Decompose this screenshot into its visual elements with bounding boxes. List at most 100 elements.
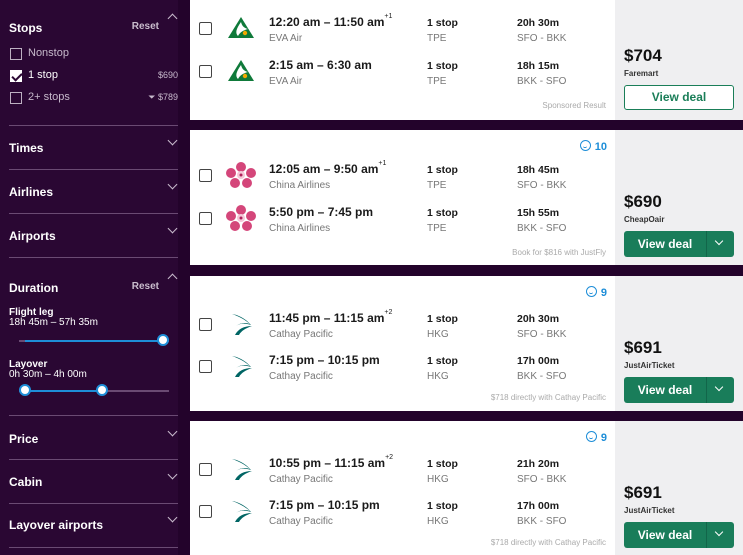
stops-option-1-stop[interactable]: 1 stop $690 (9, 69, 178, 86)
flight-leg-slider[interactable] (19, 334, 169, 348)
result-card[interactable]: 9 11:45 pm – 11:15 am+2 Cathay Pacific 1… (190, 276, 743, 411)
stops-option-nonstop[interactable]: Nonstop (9, 47, 178, 64)
leg-select-checkbox[interactable] (199, 65, 212, 78)
chevron-down-icon[interactable] (167, 512, 178, 523)
price: $704 (624, 46, 662, 65)
view-deal-label[interactable]: View deal (637, 237, 693, 251)
result-card[interactable]: 12:20 am – 11:50 am+1 EVA Air 1 stop TPE… (190, 0, 743, 120)
view-deal-button[interactable]: View deal (624, 85, 734, 110)
chevron-down-icon[interactable] (714, 236, 724, 246)
leg-times: 2:15 am – 6:30 am (269, 58, 372, 72)
leg-select-checkbox[interactable] (199, 360, 212, 373)
stops-count: 1 stop (427, 164, 458, 176)
price: $691 (624, 338, 662, 357)
cathay-pacific-logo-icon (232, 314, 252, 335)
stops-option-2-plus[interactable]: 2+ stops ⏷ $789 (9, 91, 178, 108)
chevron-down-icon[interactable] (714, 382, 724, 392)
leg-select-checkbox[interactable] (199, 169, 212, 182)
leg-select-checkbox[interactable] (199, 505, 212, 518)
alternate-price-note[interactable]: $718 directly with Cathay Pacific (490, 538, 606, 547)
cabin-filter[interactable]: Cabin (9, 460, 178, 504)
nonstop-checkbox[interactable] (10, 48, 22, 60)
booking-provider: CheapOair (624, 215, 665, 224)
price-panel: $691 JustAirTicket View deal (615, 276, 743, 411)
flight-leg-outbound[interactable]: 12:05 am – 9:50 am+1 China Airlines 1 st… (190, 160, 615, 200)
leg-select-checkbox[interactable] (199, 212, 212, 225)
airlines-title[interactable]: Airlines (9, 185, 54, 199)
view-deal-button[interactable]: View deal (624, 231, 734, 257)
chevron-down-icon[interactable] (167, 426, 178, 437)
stops-count: 1 stop (427, 60, 458, 72)
layover-slider[interactable] (19, 384, 169, 398)
view-deal-button[interactable]: View deal (624, 522, 734, 548)
flight-leg-return[interactable]: 5:50 pm – 7:45 pm China Airlines 1 stop … (190, 203, 615, 243)
view-deal-button[interactable]: View deal (624, 377, 734, 403)
rating-badge: 10 (579, 140, 607, 153)
airports-filter[interactable]: Airports (9, 214, 178, 258)
chevron-up-icon[interactable] (167, 13, 178, 24)
chevron-up-icon[interactable] (167, 273, 178, 284)
chevron-down-icon[interactable] (167, 223, 178, 234)
leg-times-text: 2:15 am – 6:30 am (269, 58, 372, 72)
chevron-down-icon[interactable] (167, 135, 178, 146)
flight-leg-outbound[interactable]: 12:20 am – 11:50 am+1 EVA Air 1 stop TPE… (190, 13, 615, 53)
airline-name: Cathay Pacific (269, 516, 333, 527)
one-stop-checkbox[interactable] (10, 70, 22, 82)
airports-title[interactable]: Airports (9, 229, 56, 243)
alternate-price-note[interactable]: $718 directly with Cathay Pacific (490, 393, 606, 402)
layover-airports-title[interactable]: Layover airports (9, 518, 104, 532)
result-card[interactable]: 10 12:05 am – 9:50 am+1 China Airlines 1… (190, 130, 743, 265)
sponsored-label: Sponsored Result (542, 101, 606, 110)
leg-duration: 15h 55m (517, 207, 560, 219)
layover-airports-filter[interactable]: Layover airports (9, 504, 178, 548)
view-deal-label[interactable]: View deal (637, 383, 693, 397)
price-panel: $704 Faremart View deal (615, 0, 743, 120)
booking-provider: JustAirTicket (624, 506, 675, 515)
chevron-down-icon[interactable] (167, 179, 178, 190)
chevron-down-icon[interactable] (714, 527, 724, 537)
leg-duration: 20h 30m (517, 313, 560, 325)
stops-reset-link[interactable]: Reset (131, 21, 159, 32)
rating-value: 9 (600, 287, 607, 299)
cathay-pacific-logo-icon (232, 501, 252, 522)
leg-select-checkbox[interactable] (199, 463, 212, 476)
slider-max-handle[interactable] (157, 334, 169, 346)
duration-title[interactable]: Duration (9, 281, 59, 295)
slider-max-handle[interactable] (96, 384, 109, 396)
airline-name: China Airlines (269, 223, 331, 234)
flight-leg-outbound[interactable]: 10:55 pm – 11:15 am+2 Cathay Pacific 1 s… (190, 454, 615, 494)
times-title[interactable]: Times (9, 141, 44, 155)
price-filter[interactable]: Price (9, 416, 178, 460)
leg-route: BKK - SFO (517, 516, 567, 527)
chevron-down-icon[interactable] (167, 469, 178, 480)
leg-select-checkbox[interactable] (199, 318, 212, 331)
slider-min-handle[interactable] (19, 384, 31, 396)
stops-option-label: 2+ stops (28, 91, 70, 103)
layover-airport: TPE (427, 33, 447, 44)
leg-select-checkbox[interactable] (199, 22, 212, 35)
times-filter[interactable]: Times (9, 126, 178, 170)
flight-leg-return[interactable]: 7:15 pm – 10:15 pm Cathay Pacific 1 stop… (190, 351, 615, 391)
cathay-pacific-logo-icon (232, 459, 252, 480)
flight-leg-return[interactable]: 7:15 pm – 10:15 pm Cathay Pacific 1 stop… (190, 496, 615, 536)
stops-filter: Stops Reset Nonstop 1 stop $690 2+ stops… (9, 0, 178, 126)
booking-provider: JustAirTicket (624, 361, 675, 370)
flight-leg-outbound[interactable]: 11:45 pm – 11:15 am+2 Cathay Pacific 1 s… (190, 309, 615, 349)
stops-count: 1 stop (427, 355, 458, 367)
result-card[interactable]: 9 10:55 pm – 11:15 am+2 Cathay Pacific 1… (190, 421, 743, 555)
button-divider (706, 522, 707, 548)
flight-leg-return[interactable]: 2:15 am – 6:30 am EVA Air 1 stop TPE 18h… (190, 56, 615, 96)
filter-sidebar: Stops Reset Nonstop 1 stop $690 2+ stops… (0, 0, 178, 555)
view-deal-label[interactable]: View deal (637, 528, 693, 542)
duration-reset-link[interactable]: Reset (131, 281, 159, 292)
two-plus-stops-checkbox[interactable] (10, 92, 22, 104)
cabin-title[interactable]: Cabin (9, 475, 43, 489)
leg-times: 11:45 pm – 11:15 am+2 (269, 309, 392, 325)
stops-count: 1 stop (427, 500, 458, 512)
layover-range: 0h 30m – 4h 00m (9, 369, 87, 380)
alternate-price-note[interactable]: Book for $816 with JustFly (512, 248, 606, 257)
stops-option-price: ⏷ $789 (148, 92, 178, 103)
stops-title[interactable]: Stops (9, 21, 43, 35)
price-title[interactable]: Price (9, 432, 39, 446)
airlines-filter[interactable]: Airlines (9, 170, 178, 214)
